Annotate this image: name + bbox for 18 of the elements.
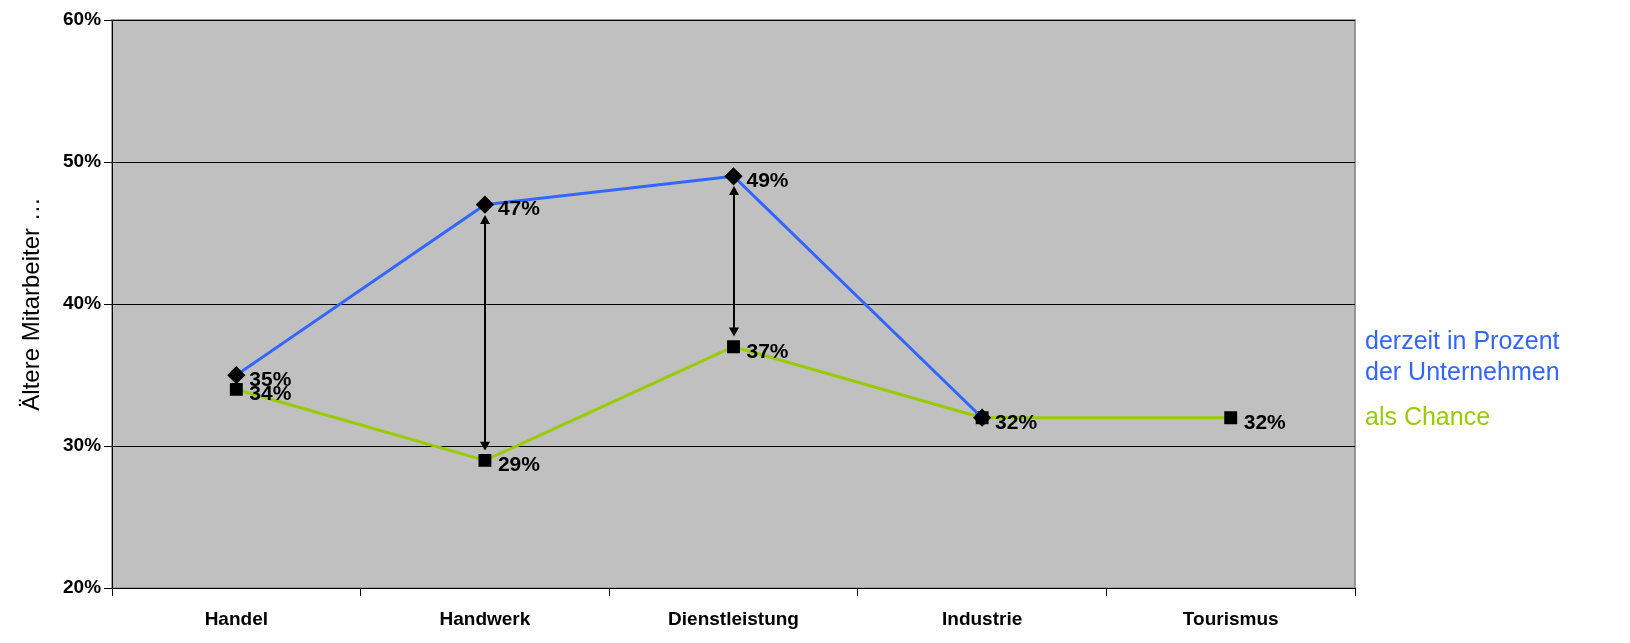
y-tick-label: 50% bbox=[63, 150, 102, 172]
y-tick-label: 60% bbox=[63, 8, 102, 30]
x-tick-label: Tourismus bbox=[1182, 607, 1279, 629]
data-label: 49% bbox=[746, 168, 789, 192]
y-axis-title: Ältere Mitarbeiter … bbox=[16, 197, 45, 411]
text: derzeit in Prozent der Unternehmen bbox=[1365, 325, 1561, 387]
y-tick-label: 30% bbox=[63, 434, 102, 456]
text: als Chance bbox=[1365, 401, 1492, 432]
data-label: 29% bbox=[497, 452, 541, 476]
x-tick-label: Dienstleistung bbox=[668, 607, 799, 629]
data-label: 37% bbox=[746, 338, 789, 362]
x-tick-label: Handel bbox=[204, 607, 268, 629]
x-tick-label: Industrie bbox=[941, 607, 1023, 629]
data-label: 47% bbox=[497, 196, 541, 220]
y-tick-label: 40% bbox=[63, 292, 102, 314]
data-label: 32% bbox=[1243, 409, 1287, 433]
x-tick-label: Handwerk bbox=[439, 607, 531, 629]
y-tick-label: 20% bbox=[63, 576, 102, 598]
